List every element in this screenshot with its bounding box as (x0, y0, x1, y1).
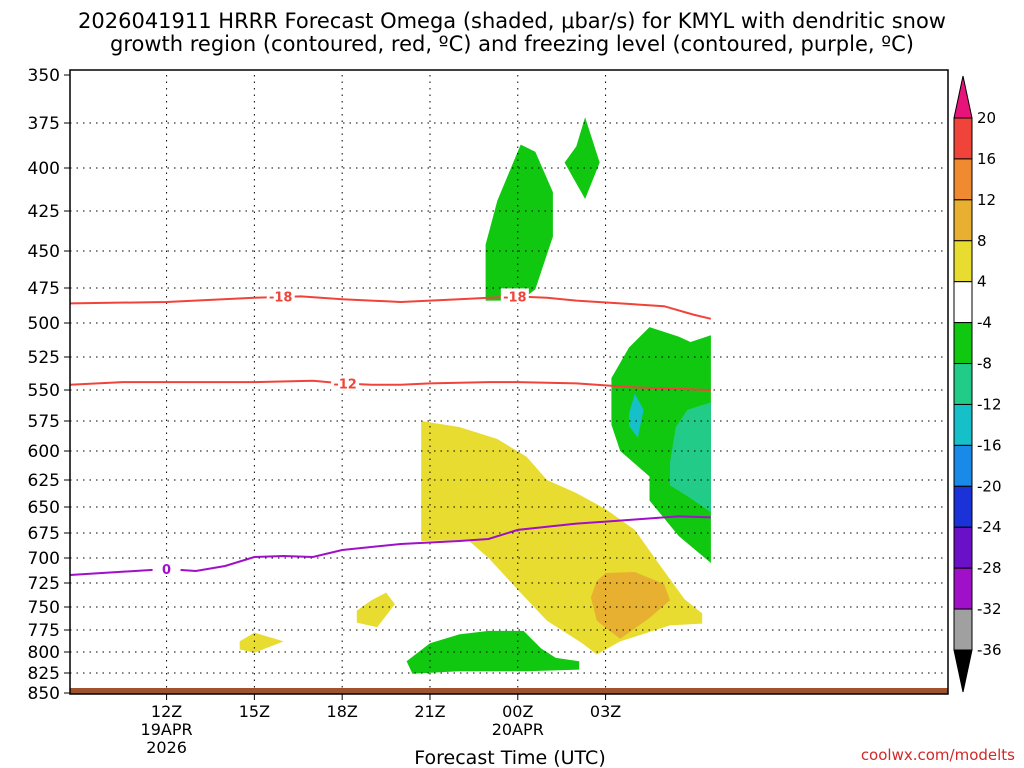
colorbar-segment--12 (953, 403, 973, 446)
omega-upward-neg4-upper (485, 144, 553, 301)
colorbar-segment-20 (953, 117, 973, 160)
x-tick-12Z: 12Z (151, 702, 182, 721)
y-tick-650: 650 (28, 498, 60, 518)
colorbar-segment--20 (953, 485, 973, 528)
x-tick-date-00Z: 20APR (492, 720, 544, 739)
colorbar-label-16: 16 (977, 150, 996, 168)
isotherm-label-bg--12-0 (331, 375, 360, 391)
omega-upward-neg4-small (564, 117, 600, 199)
watermark: coolwx.com/modelts (861, 746, 1015, 764)
y-tick-475: 475 (28, 279, 60, 299)
isotherm-label-bg--18-1 (500, 288, 529, 304)
colorbar-label--12: -12 (977, 395, 1002, 413)
chart-title-line1: 2026041911 HRRR Forecast Omega (shaded, … (78, 9, 946, 33)
colorbar-label-8: 8 (977, 232, 987, 250)
omega-downward-4-small-b (239, 632, 284, 653)
colorbar-label-12: 12 (977, 191, 996, 209)
y-tick-825: 825 (28, 664, 60, 684)
omega-downward-8-center (590, 572, 670, 639)
y-tick-575: 575 (28, 412, 60, 432)
colorbar-label-4: 4 (977, 273, 987, 291)
x-tick-year-12Z: 2026 (146, 738, 187, 757)
omega-fills (239, 117, 711, 674)
colorbar-label--36: -36 (977, 641, 1002, 659)
ground-strip (70, 688, 948, 694)
colorbar-segment--8 (953, 363, 973, 405)
colorbar-label--16: -16 (977, 436, 1002, 454)
y-tick-400: 400 (28, 159, 60, 179)
isotherm-label--18-0: -18 (269, 290, 293, 305)
isotherm-label-bg--18-0 (266, 288, 295, 304)
y-tick-675: 675 (28, 524, 60, 544)
x-tick-03Z: 03Z (590, 702, 621, 721)
x-tick-18Z: 18Z (327, 702, 358, 721)
omega-upward-neg12-spot (629, 393, 644, 438)
colorbar-segment--28 (953, 567, 973, 610)
y-tick-350: 350 (28, 66, 60, 86)
x-tick-15Z: 15Z (239, 702, 270, 721)
y-tick-700: 700 (28, 549, 60, 569)
isotherm-label-bg-0-0 (152, 561, 181, 576)
isotherm--12 (69, 379, 711, 391)
y-tick-525: 525 (28, 348, 60, 368)
y-tick-850: 850 (28, 684, 60, 704)
y-tick-425: 425 (28, 202, 60, 222)
y-tick-625: 625 (28, 471, 60, 491)
colorbar-segment--4 (953, 322, 973, 365)
colorbar-segment--32 (953, 608, 973, 651)
colorbar-label--28: -28 (977, 559, 1002, 577)
y-tick-500: 500 (28, 314, 60, 334)
colorbar-label--8: -8 (977, 355, 992, 373)
colorbar-label--32: -32 (977, 600, 1002, 618)
y-tick-800: 800 (28, 643, 60, 663)
y-tick-725: 725 (28, 574, 60, 594)
colorbar-bottom-arrow (953, 649, 973, 693)
x-tick-00Z: 00Z (502, 702, 533, 721)
colorbar-segment-12 (953, 199, 973, 242)
x-tick-21Z: 21Z (414, 702, 445, 721)
y-axis-ticks: 350 375 400 425 450 475 500 525 550 575 600 625 650 6… (28, 66, 70, 704)
colorbar-label--24: -24 (977, 518, 1002, 536)
colorbar: 20 16 12 8 4 -4 -8 -12 -16 -20 -24 -28 -32 -36 (953, 75, 1002, 693)
y-tick-375: 375 (28, 114, 60, 134)
omega-downward-4-small-a (356, 592, 395, 628)
colorbar-segment-8 (953, 240, 973, 283)
x-axis-label: Forecast Time (UTC) (414, 747, 605, 768)
y-tick-600: 600 (28, 442, 60, 462)
colorbar-top-arrow (953, 75, 973, 119)
colorbar-label-20: 20 (977, 109, 996, 127)
colorbar-label--4: -4 (977, 314, 992, 332)
isotherm-0 (69, 515, 711, 576)
colorbar-segment--24 (953, 526, 973, 569)
omega-upward-neg8-right (670, 402, 711, 513)
y-tick-750: 750 (28, 598, 60, 618)
isotherm-label-0-0: 0 (162, 563, 171, 578)
colorbar-segment-16 (953, 158, 973, 201)
chart-title-line2: growth region (contoured, red, ºC) and f… (110, 32, 914, 56)
y-tick-450: 450 (28, 242, 60, 262)
y-tick-775: 775 (28, 621, 60, 641)
plot-frame (69, 69, 949, 695)
y-tick-550: 550 (28, 381, 60, 401)
isotherm-label--18-1: -18 (503, 290, 527, 305)
x-tick-date-12Z: 19APR (141, 720, 193, 739)
omega-upward-neg4-right (611, 327, 711, 563)
colorbar-segment-4 (953, 281, 973, 324)
colorbar-segment--16 (953, 444, 973, 487)
isotherm-lines: -18 -18 -12 0 (69, 288, 712, 578)
isotherm-label--12-0: -12 (333, 377, 357, 392)
colorbar-label--20: -20 (977, 477, 1002, 495)
isotherm--18 (69, 295, 712, 320)
